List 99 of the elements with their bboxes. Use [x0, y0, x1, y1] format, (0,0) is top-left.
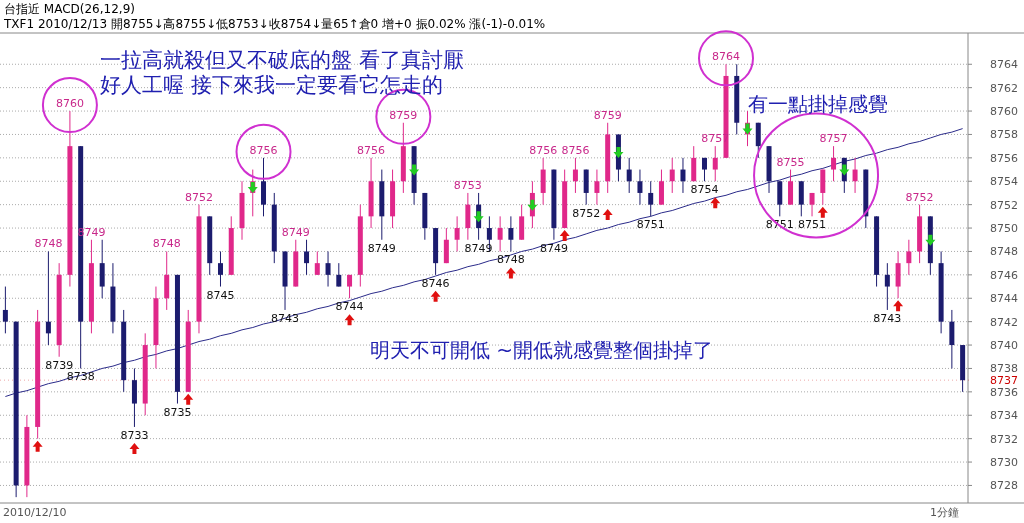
- text: 8759: [389, 108, 418, 122]
- text: 8744: [335, 300, 364, 314]
- text: 8760: [55, 97, 84, 111]
- y-tick-label: 8764: [990, 58, 1018, 72]
- annotation: 一拉高就殺但又不破底的盤 看了真討厭: [100, 48, 464, 72]
- candlestick: [454, 215, 460, 252]
- text: 8748: [34, 237, 63, 251]
- candlestick: [2, 286, 8, 334]
- text: 8749: [367, 241, 396, 255]
- y-tick-label: 8754: [990, 175, 1018, 189]
- y-tick-label: 8740: [990, 338, 1018, 352]
- candlestick: [497, 215, 503, 252]
- candlestick: [519, 204, 525, 241]
- y-tick-label: 8748: [990, 245, 1018, 259]
- text: 8752: [905, 190, 934, 204]
- candlestick: [712, 145, 718, 182]
- y-tick-label: 8762: [990, 81, 1018, 95]
- candlestick: [798, 180, 804, 217]
- text: 8738: [66, 370, 95, 384]
- y-tick-label: 8728: [990, 479, 1018, 493]
- text: 8759: [593, 108, 622, 122]
- y-tick-label: 8744: [990, 292, 1018, 306]
- text: 8756: [561, 143, 590, 157]
- text: 2010/12/10: [3, 506, 67, 519]
- text: 8751: [636, 218, 665, 232]
- candlestick: [465, 192, 471, 241]
- text: 8753: [453, 178, 482, 192]
- candlestick: [217, 250, 223, 288]
- y-tick-label: 8752: [990, 198, 1018, 212]
- text: 8752: [572, 206, 601, 220]
- text: 8764: [712, 50, 740, 64]
- line-series: [4, 128, 964, 398]
- candlestick: [583, 169, 589, 206]
- candlestick: [831, 145, 837, 182]
- candlestick: [131, 367, 137, 428]
- y-tick-label: 8732: [990, 432, 1018, 446]
- chart-subtitle: TXF1 2010/12/13 開8755↓高8755↓低8753↓收8754↓量65↑倉0 增+0 振0.02% 漲(-1)-0.01%: [3, 17, 546, 31]
- candlestick: [906, 239, 912, 276]
- y-tick-label: 8760: [990, 104, 1018, 118]
- candlestick: [99, 239, 105, 299]
- y-tick-label: 8742: [990, 315, 1018, 329]
- candlestick: [852, 157, 858, 194]
- chart-title: 台指近 MACD(26,12,9): [4, 2, 135, 16]
- text: 8745: [206, 288, 235, 302]
- y-tick-label: 8730: [990, 455, 1018, 469]
- candlestick: [164, 250, 170, 311]
- text: 8756: [249, 143, 278, 157]
- y-tick-label: 8756: [990, 151, 1018, 165]
- candlestick: [314, 250, 320, 276]
- text: 8743: [873, 311, 902, 325]
- candlestick: [648, 180, 654, 217]
- candlestick: [626, 157, 632, 194]
- candlestick: [325, 250, 331, 288]
- candlestick: [658, 169, 664, 206]
- candlestick: [895, 250, 901, 299]
- text: 8746: [421, 276, 450, 290]
- text: 8756: [357, 143, 386, 157]
- candlestick: [637, 169, 643, 206]
- annotation: 好人工喔 接下來我一定要看它怎走的: [100, 73, 443, 97]
- candlestick: [572, 157, 578, 194]
- text: 8749: [539, 241, 568, 255]
- annotation: 明天不可開低 ~開低就感覺整個掛掉了: [370, 338, 714, 362]
- y-tick-label: 8734: [990, 409, 1018, 423]
- candlestick: [788, 169, 794, 206]
- candlestick: [669, 157, 675, 194]
- ref-line-label: 8737: [990, 374, 1018, 387]
- candlestick: [884, 262, 890, 311]
- text: 1分鐘: [930, 506, 959, 519]
- candlestick: [304, 239, 310, 276]
- candlestick: [45, 250, 51, 346]
- text: 8757: [819, 132, 848, 146]
- candlestick: [820, 169, 826, 206]
- text: 8751: [798, 218, 827, 232]
- text: 8735: [163, 405, 192, 419]
- text: 8748: [152, 237, 181, 251]
- y-tick-label: 8758: [990, 128, 1018, 142]
- candlestick: [691, 145, 697, 182]
- candlestick: [594, 169, 600, 206]
- candlestick: [949, 309, 955, 369]
- text: 8754: [690, 183, 719, 197]
- candlestick: [261, 157, 267, 217]
- text: 8749: [281, 225, 310, 239]
- y-tick-label: 8746: [990, 268, 1018, 282]
- text: 8733: [120, 428, 149, 442]
- text: 8752: [184, 190, 213, 204]
- text: 8756: [529, 143, 558, 157]
- text: 8739: [45, 358, 74, 372]
- y-tick-label: 8750: [990, 221, 1018, 235]
- candlestick: [336, 262, 342, 288]
- y-tick-label: 8738: [990, 362, 1018, 376]
- text: 8755: [776, 155, 805, 169]
- candlestick: [540, 157, 546, 206]
- candlestick: [777, 180, 783, 217]
- candlestick: [680, 157, 686, 194]
- text: 8748: [496, 253, 525, 267]
- y-tick-label: 8736: [990, 385, 1018, 399]
- candlestick: [508, 215, 514, 252]
- annotation: 有一點掛掉感覺: [748, 92, 888, 116]
- candlestick: [443, 227, 449, 264]
